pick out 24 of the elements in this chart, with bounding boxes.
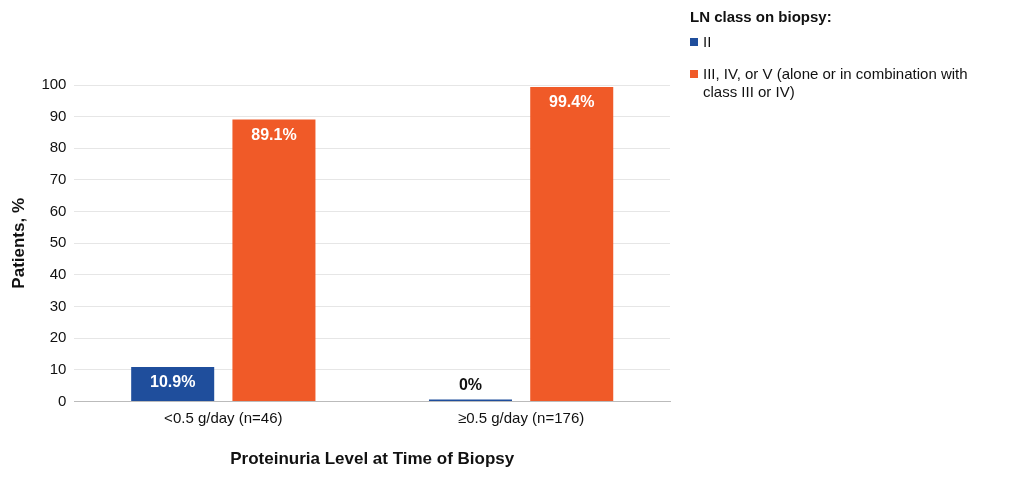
y-tick-label: 10 — [49, 360, 67, 378]
legend-label: III, IV, or V (alone or in combination with class III or IV) — [703, 65, 969, 101]
y-tick-label: 20 — [49, 328, 67, 346]
legend-label: II — [703, 33, 712, 51]
x-axis-title: Proteinuria Level at Time of Biopsy — [230, 449, 515, 469]
legend-title: LN class on biopsy: — [690, 8, 833, 25]
y-tick-label: 30 — [49, 296, 67, 314]
bar — [530, 86, 614, 402]
y-tick-label: 100 — [41, 75, 67, 93]
x-tick-label: ≥0.5 g/day (n=176) — [457, 408, 585, 426]
y-tick-label: 90 — [49, 106, 67, 124]
y-tick-label: 50 — [49, 233, 67, 251]
data-label: 10.9% — [150, 373, 196, 391]
y-tick-label: 80 — [49, 138, 67, 156]
data-label: 99.4% — [549, 93, 595, 111]
bar — [232, 119, 316, 402]
y-tick-label: 40 — [49, 265, 67, 283]
y-tick-label: 70 — [49, 170, 67, 188]
x-tick-label: <0.5 g/day (n=46) — [164, 408, 283, 426]
y-tick-label: 0 — [58, 391, 67, 409]
data-label: 0% — [458, 376, 483, 394]
y-axis-title: Patients, % — [8, 197, 28, 289]
data-label: 89.1% — [251, 125, 297, 143]
y-tick-label: 60 — [49, 201, 67, 219]
